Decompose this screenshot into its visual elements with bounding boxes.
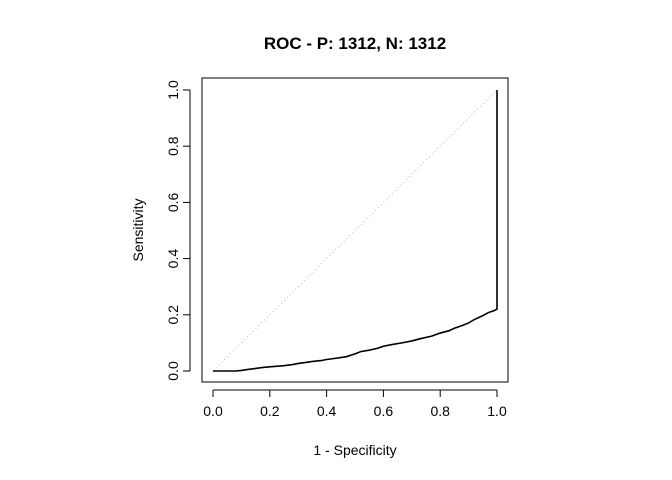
y-tick-label: 0.2 xyxy=(165,305,181,325)
x-tick-label: 0.0 xyxy=(203,403,223,419)
plot-area-frame xyxy=(201,77,509,383)
y-tick-label: 0.0 xyxy=(165,361,181,381)
x-tick-label: 0.4 xyxy=(317,403,337,419)
y-tick-label: 1.0 xyxy=(165,80,181,100)
y-tick-label: 0.6 xyxy=(165,192,181,212)
roc-curve-line xyxy=(213,90,498,372)
y-axis-ticks: 0.0 0.2 0.4 0.6 0.8 1.0 xyxy=(165,80,190,381)
x-axis-label: 1 - Specificity xyxy=(313,442,396,458)
reference-diagonal-line xyxy=(212,89,498,372)
y-tick-label: 0.4 xyxy=(165,249,181,269)
x-tick-label: 0.2 xyxy=(260,403,280,419)
y-axis-label: Sensitivity xyxy=(130,198,146,261)
x-tick-label: 1.0 xyxy=(487,403,507,419)
x-tick-label: 0.6 xyxy=(374,403,394,419)
x-axis-ticks: 0.0 0.2 0.4 0.6 0.8 1.0 xyxy=(203,390,507,419)
y-tick-label: 0.8 xyxy=(165,136,181,156)
x-tick-label: 0.8 xyxy=(430,403,450,419)
chart-title: ROC - P: 1312, N: 1312 xyxy=(264,34,446,53)
